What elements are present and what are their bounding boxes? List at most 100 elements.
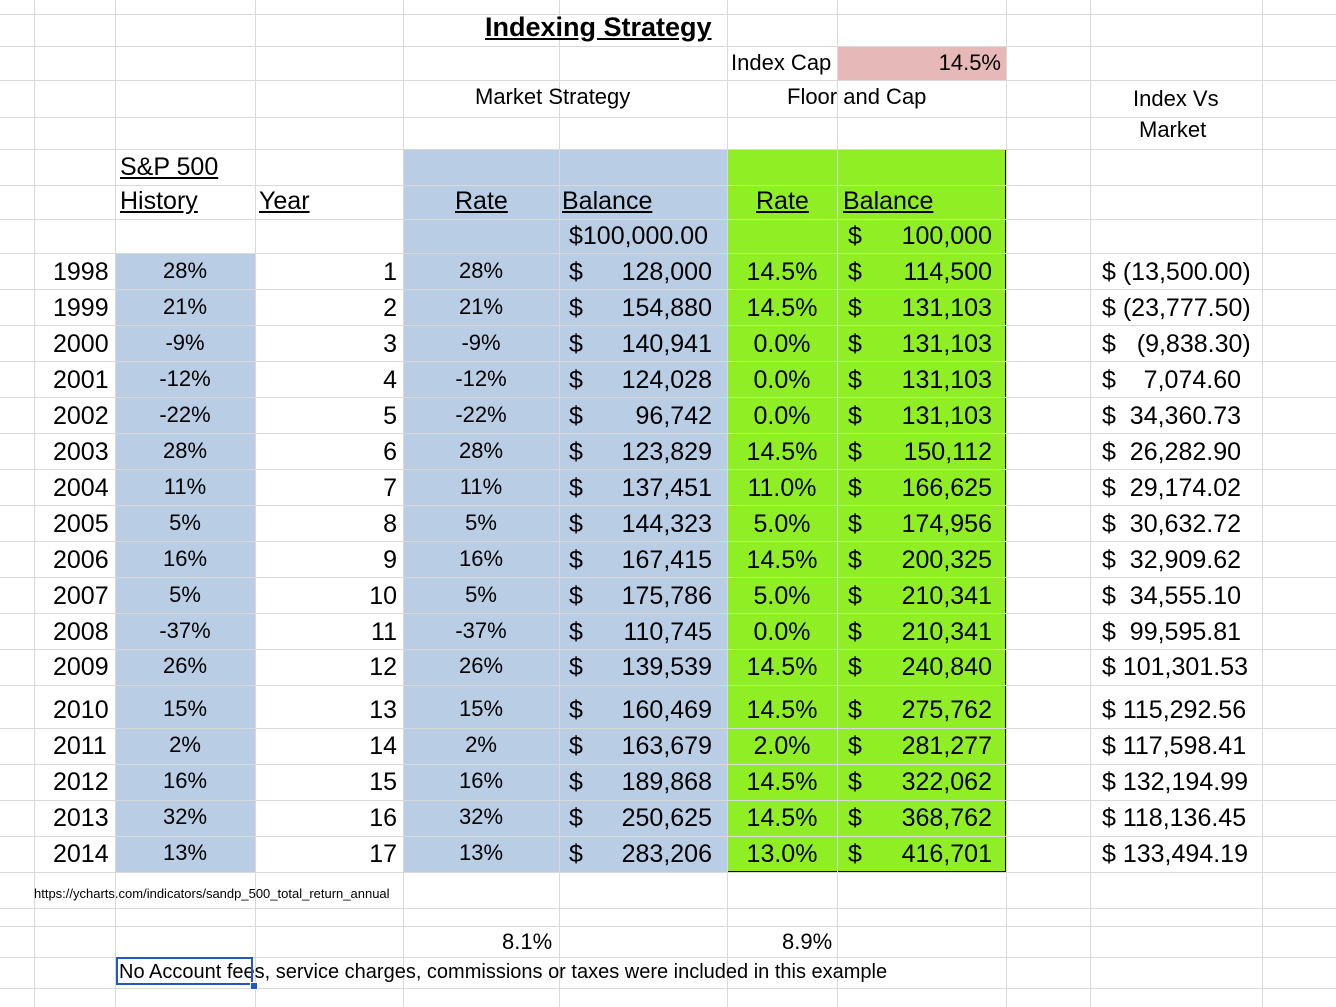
market-balance-cell[interactable]: 154,880 (621, 294, 712, 322)
market-rate-cell[interactable]: 26% (458, 653, 504, 678)
year-number-cell[interactable]: 15 (369, 768, 397, 796)
market-balance-cell[interactable]: 160,469 (621, 696, 712, 724)
fill-handle[interactable] (250, 982, 258, 990)
year-cell[interactable]: 2007 (53, 582, 109, 610)
year-number-cell[interactable]: 12 (369, 653, 397, 681)
market-average-return[interactable]: 8.1% (502, 929, 553, 954)
market-balance-cell[interactable]: 250,625 (621, 804, 712, 832)
year-number-cell[interactable]: 2 (383, 294, 397, 322)
market-rate-cell[interactable]: 5% (465, 582, 497, 607)
year-number-cell[interactable]: 16 (369, 804, 397, 832)
market-rate-cell[interactable]: 11% (459, 474, 503, 499)
index-rate-cell[interactable]: 14.5% (746, 653, 818, 681)
year-cell[interactable]: 2006 (53, 546, 109, 574)
year-cell[interactable]: 2012 (53, 768, 109, 796)
index-rate-cell[interactable]: 14.5% (746, 438, 818, 466)
index-vs-market-cell[interactable]: $ (9,838.30) (1102, 330, 1251, 358)
year-cell[interactable]: 2010 (53, 696, 109, 724)
index-vs-market-cell[interactable]: $ 7,074.60 (1102, 366, 1242, 394)
index-rate-cell[interactable]: 14.5% (746, 768, 818, 796)
sp500-rate-cell[interactable]: -22% (159, 402, 211, 427)
index-balance-cell[interactable]: 416,701 (901, 840, 992, 868)
index-balance-cell[interactable]: 131,103 (901, 294, 992, 322)
year-cell[interactable]: 2004 (53, 474, 109, 502)
index-balance-cell[interactable]: 114,500 (903, 258, 992, 286)
index-balance-cell[interactable]: 210,341 (901, 582, 992, 610)
index-balance-cell[interactable]: 368,762 (901, 804, 992, 832)
index-vs-market-cell[interactable]: $ 115,292.56 (1102, 696, 1247, 724)
index-vs-market-cell[interactable]: $ 26,282.90 (1102, 438, 1242, 466)
market-balance-cell[interactable]: 283,206 (621, 840, 712, 868)
year-cell[interactable]: 2013 (53, 804, 109, 832)
market-rate-cell[interactable]: 28% (458, 438, 504, 463)
index-rate-cell[interactable]: 14.5% (746, 696, 818, 724)
index-balance-cell[interactable]: 174,956 (901, 510, 992, 538)
index-balance-cell[interactable]: 281,277 (901, 732, 992, 760)
index-average-return[interactable]: 8.9% (782, 929, 833, 954)
market-rate-cell[interactable]: -9% (461, 330, 501, 355)
index-balance-cell[interactable]: 275,762 (901, 696, 992, 724)
market-rate-cell[interactable]: -22% (455, 402, 507, 427)
market-rate-cell[interactable]: -37% (455, 618, 507, 643)
sp500-rate-cell[interactable]: 28% (162, 438, 208, 463)
year-number-cell[interactable]: 6 (383, 438, 397, 466)
index-vs-market-cell[interactable]: $ 133,494.19 (1102, 840, 1248, 868)
year-cell[interactable]: 2003 (53, 438, 109, 466)
index-vs-market-cell[interactable]: $ (13,500.00) (1102, 258, 1251, 286)
year-cell[interactable]: 2002 (53, 402, 109, 430)
sp500-rate-cell[interactable]: 16% (162, 768, 208, 793)
index-vs-market-cell[interactable]: $ 34,555.10 (1102, 582, 1242, 610)
index-rate-cell[interactable]: 14.5% (746, 294, 818, 322)
index-rate-cell[interactable]: 14.5% (746, 546, 818, 574)
index-rate-cell[interactable]: 2.0% (753, 732, 811, 760)
year-number-cell[interactable]: 4 (383, 366, 397, 394)
sp500-rate-cell[interactable]: -12% (159, 366, 211, 391)
market-balance-cell[interactable]: 140,941 (621, 330, 712, 358)
year-number-cell[interactable]: 7 (383, 474, 397, 502)
market-rate-cell[interactable]: 15% (458, 696, 504, 721)
market-balance-cell[interactable]: 144,323 (621, 510, 712, 538)
index-balance-cell[interactable]: 131,103 (901, 402, 992, 430)
index-rate-cell[interactable]: 14.5% (746, 804, 818, 832)
year-cell[interactable]: 2014 (53, 840, 109, 868)
year-cell[interactable]: 2000 (53, 330, 109, 358)
year-number-cell[interactable]: 10 (369, 582, 397, 610)
market-rate-cell[interactable]: 28% (458, 258, 504, 283)
sp500-rate-cell[interactable]: 26% (162, 653, 208, 678)
source-url[interactable]: https://ycharts.com/indicators/sandp_500… (34, 886, 390, 901)
index-balance-cell[interactable]: 240,840 (901, 653, 992, 681)
index-vs-market-cell[interactable]: $ 34,360.73 (1102, 402, 1242, 430)
market-starting-balance[interactable]: $100,000.00 (569, 222, 709, 250)
year-number-cell[interactable]: 8 (383, 510, 397, 538)
sp500-rate-cell[interactable]: 32% (162, 804, 208, 829)
sp500-rate-cell[interactable]: 15% (162, 696, 208, 721)
market-rate-cell[interactable]: 5% (465, 510, 497, 535)
year-number-cell[interactable]: 14 (369, 732, 397, 760)
market-balance-cell[interactable]: 137,451 (621, 474, 712, 502)
year-cell[interactable]: 2009 (53, 653, 109, 681)
year-number-cell[interactable]: 3 (383, 330, 397, 358)
index-rate-cell[interactable]: 0.0% (753, 618, 811, 646)
year-number-cell[interactable]: 1 (383, 258, 397, 286)
sp500-rate-cell[interactable]: 16% (162, 546, 208, 571)
market-balance-cell[interactable]: 128,000 (621, 258, 712, 286)
year-number-cell[interactable]: 11 (371, 618, 397, 646)
index-vs-market-cell[interactable]: $ 118,136.45 (1102, 804, 1247, 832)
index-balance-cell[interactable]: 200,325 (901, 546, 992, 574)
index-rate-cell[interactable]: 13.0% (746, 840, 818, 868)
index-vs-market-cell[interactable]: $ 132,194.99 (1102, 768, 1248, 796)
index-starting-balance[interactable]: 100,000 (901, 222, 992, 250)
index-balance-cell[interactable]: 210,341 (901, 618, 992, 646)
footnote[interactable]: No Account fees, service charges, commis… (119, 961, 888, 983)
market-balance-cell[interactable]: 167,415 (621, 546, 712, 574)
market-rate-cell[interactable]: 21% (458, 294, 504, 319)
market-balance-cell[interactable]: 110,745 (623, 618, 712, 646)
index-rate-cell[interactable]: 0.0% (753, 330, 811, 358)
year-number-cell[interactable]: 17 (369, 840, 397, 868)
index-vs-market-cell[interactable]: $ 101,301.53 (1102, 653, 1248, 681)
market-balance-cell[interactable]: 123,829 (621, 438, 712, 466)
index-rate-cell[interactable]: 11.0% (747, 474, 817, 502)
market-balance-cell[interactable]: 139,539 (621, 653, 712, 681)
year-cell[interactable]: 2008 (53, 618, 109, 646)
index-vs-market-cell[interactable]: $ (23,777.50) (1102, 294, 1251, 322)
